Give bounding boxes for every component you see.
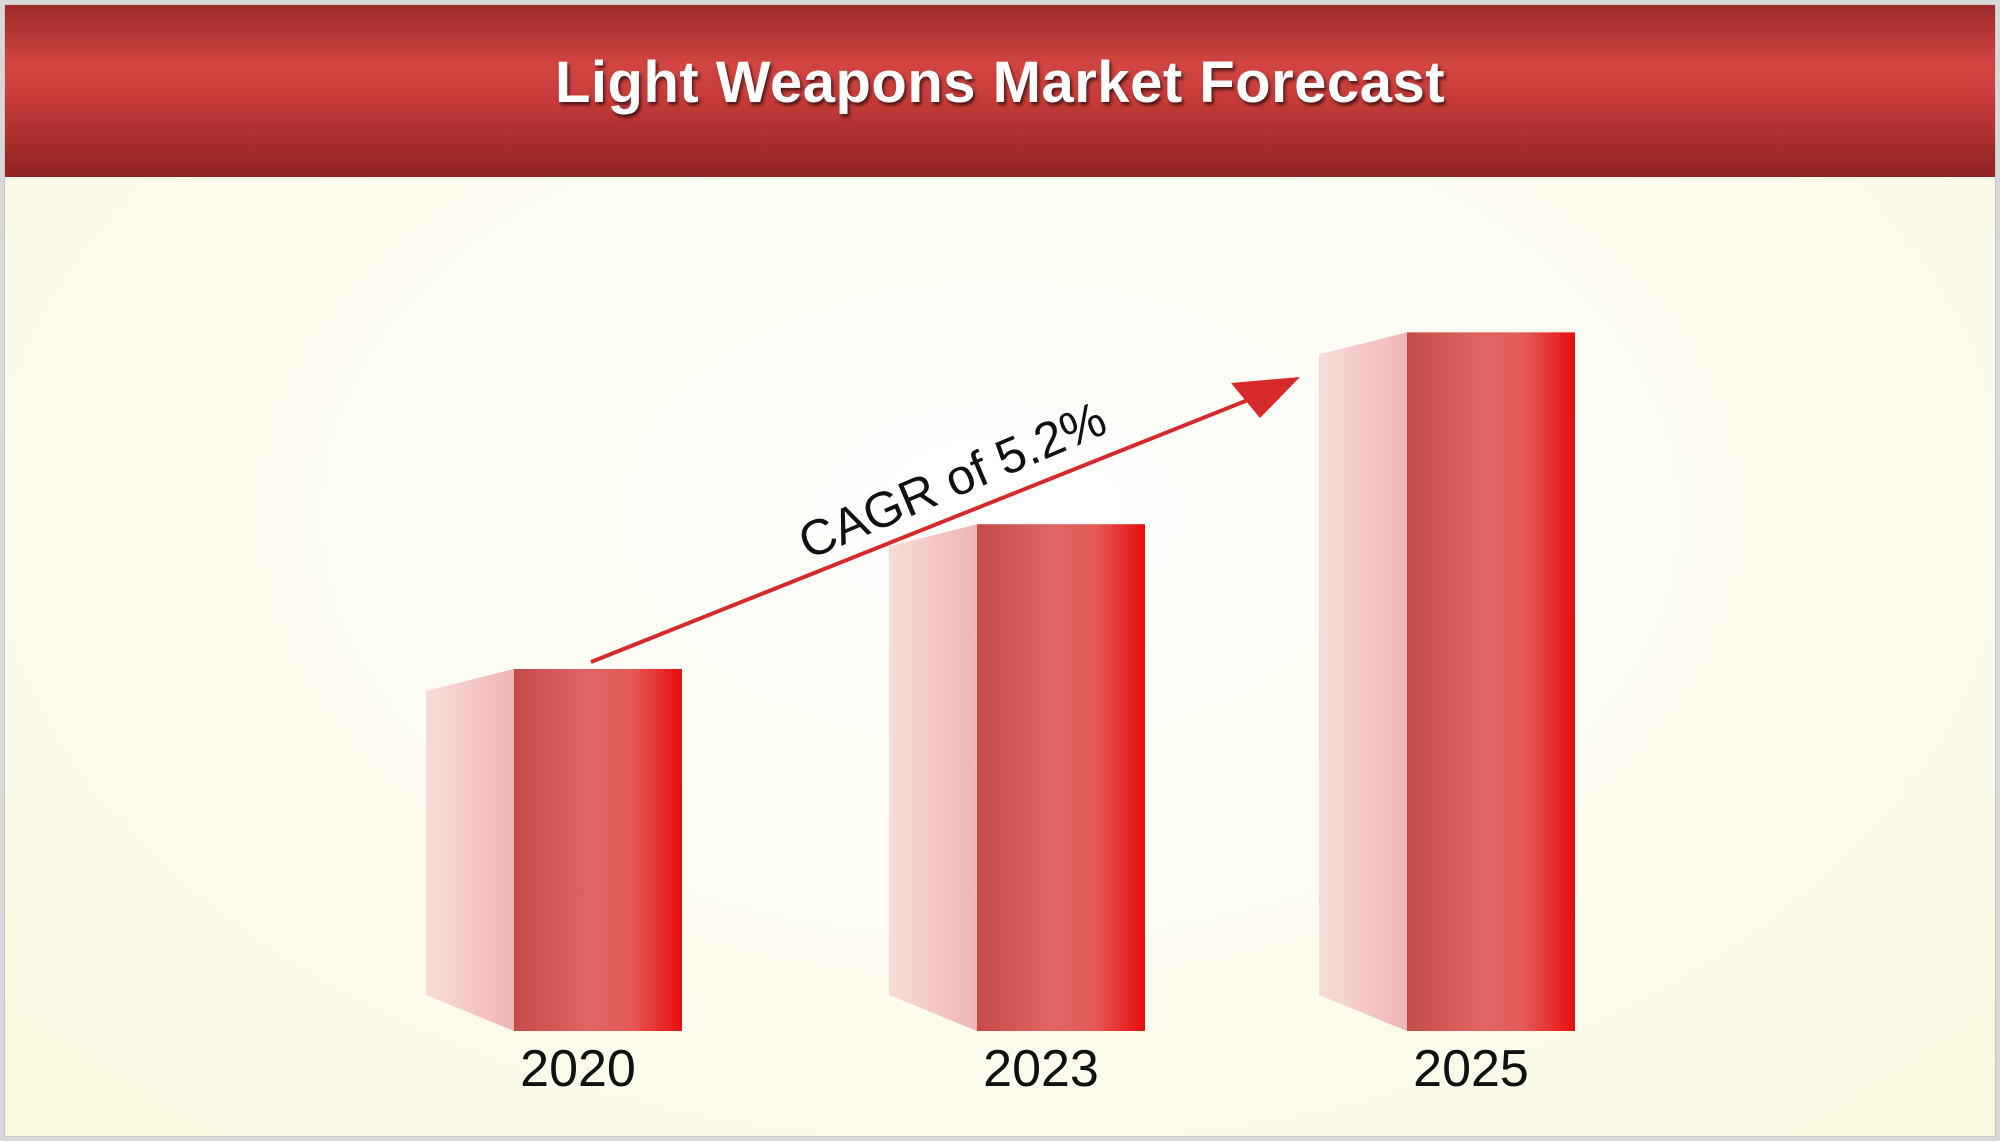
cagr-arrow-line xyxy=(590,390,1269,664)
title-banner: Light Weapons Market Forecast xyxy=(5,5,1995,177)
bar-side-2020 xyxy=(426,669,514,1031)
bar-2025 xyxy=(1407,332,1575,1032)
bar-2020 xyxy=(514,669,682,1031)
x-tick-label: 2023 xyxy=(983,1040,1099,1098)
bar-side-2025 xyxy=(1319,332,1407,1032)
x-tick-label: 2020 xyxy=(520,1040,636,1098)
x-tick-label: 2025 xyxy=(1413,1040,1529,1098)
bar-2023 xyxy=(977,524,1145,1031)
chart-title: Light Weapons Market Forecast xyxy=(554,50,1446,115)
bar-side-2023 xyxy=(889,524,977,1031)
cagr-arrow-head-icon xyxy=(1231,377,1300,418)
